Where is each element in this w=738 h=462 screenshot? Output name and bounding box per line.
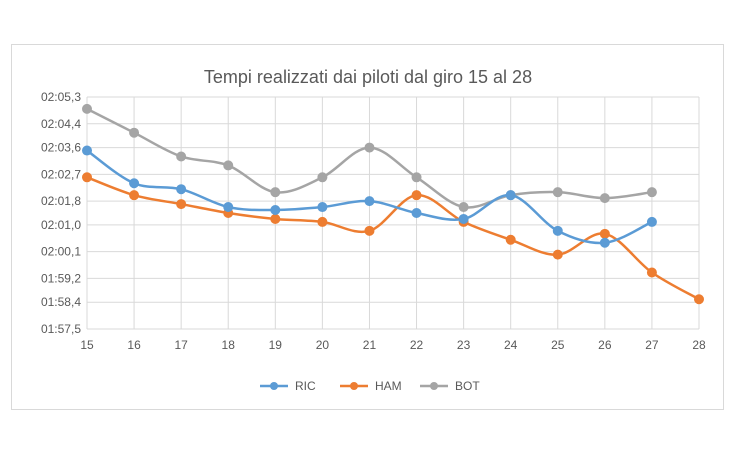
data-point-ric <box>411 208 422 218</box>
chart-title: Tempi realizzati dai piloti dal giro 15 … <box>204 67 532 87</box>
y-tick-label: 02:01,8 <box>41 194 81 208</box>
x-axis: 15 16 17 18 19 20 21 22 23 24 25 26 27 28 <box>80 338 706 352</box>
data-point-bot <box>317 172 328 183</box>
data-point-bot <box>270 187 281 198</box>
data-point-ham <box>176 199 187 210</box>
data-point-ham <box>129 190 140 201</box>
data-point-ham <box>364 225 375 236</box>
line-chart: Tempi realizzati dai piloti dal giro 15 … <box>41 67 706 393</box>
data-point-ric <box>176 184 187 195</box>
x-tick-label: 28 <box>692 338 706 352</box>
x-tick-label: 24 <box>504 338 518 352</box>
y-tick-label: 02:01,0 <box>41 218 81 232</box>
x-tick-label: 16 <box>127 338 141 352</box>
data-point-bot <box>599 193 610 204</box>
data-point-ham <box>411 190 422 201</box>
data-point-ric <box>505 190 516 201</box>
data-point-bot <box>552 187 563 198</box>
data-point-bot <box>223 160 234 171</box>
data-point-ric <box>458 213 469 224</box>
legend: RIC HAM BOT <box>260 379 480 393</box>
data-point-ric <box>552 225 563 236</box>
data-point-ham <box>505 234 516 245</box>
legend-marker-ham <box>350 382 358 390</box>
y-tick-label: 01:57,5 <box>41 322 81 336</box>
data-point-ham <box>552 249 563 260</box>
data-point-ham <box>646 267 657 278</box>
y-tick-label: 01:58,4 <box>41 295 81 309</box>
data-point-ric <box>317 202 328 213</box>
data-point-bot <box>82 103 92 114</box>
legend-marker-bot <box>430 382 438 390</box>
legend-label-bot: BOT <box>455 379 480 393</box>
y-tick-label: 02:00,1 <box>41 245 81 259</box>
data-point-ric <box>270 205 281 216</box>
data-point-ric <box>646 216 657 227</box>
x-tick-label: 22 <box>410 338 424 352</box>
data-point-ham <box>694 294 704 305</box>
data-point-ric <box>364 196 375 207</box>
y-tick-label: 02:02,7 <box>41 167 81 181</box>
data-point-bot <box>458 202 469 213</box>
y-tick-label: 02:03,6 <box>41 141 81 155</box>
y-axis: 01:57,5 01:58,4 01:59,2 02:00,1 02:01,0 02:01… <box>41 90 81 336</box>
data-point-ham <box>599 228 610 239</box>
x-tick-label: 27 <box>645 338 659 352</box>
legend-label-ham: HAM <box>375 379 402 393</box>
data-point-bot <box>129 127 140 138</box>
data-point-bot <box>411 172 422 183</box>
y-tick-label: 01:59,2 <box>41 271 81 285</box>
data-point-ham <box>317 216 328 227</box>
data-point-ham <box>82 172 92 183</box>
data-point-bot <box>646 187 657 198</box>
chart-container: Tempi realizzati dai piloti dal giro 15 … <box>11 44 724 410</box>
x-tick-label: 21 <box>363 338 377 352</box>
data-point-ric <box>223 202 234 213</box>
data-point-ham <box>270 213 281 224</box>
data-point-ric <box>82 145 92 156</box>
x-tick-label: 18 <box>222 338 236 352</box>
data-point-ric <box>129 178 140 189</box>
x-tick-label: 15 <box>80 338 94 352</box>
data-point-bot <box>176 151 187 162</box>
y-tick-label: 02:05,3 <box>41 90 81 104</box>
x-tick-label: 25 <box>551 338 565 352</box>
x-tick-label: 20 <box>316 338 330 352</box>
x-tick-label: 23 <box>457 338 471 352</box>
x-tick-label: 19 <box>269 338 283 352</box>
x-tick-label: 26 <box>598 338 612 352</box>
series-lines <box>82 103 704 305</box>
data-point-bot <box>364 142 375 153</box>
data-point-ric <box>599 237 610 248</box>
legend-label-ric: RIC <box>295 379 316 393</box>
y-tick-label: 02:04,4 <box>41 117 81 131</box>
x-tick-label: 17 <box>174 338 188 352</box>
legend-marker-ric <box>270 382 278 390</box>
